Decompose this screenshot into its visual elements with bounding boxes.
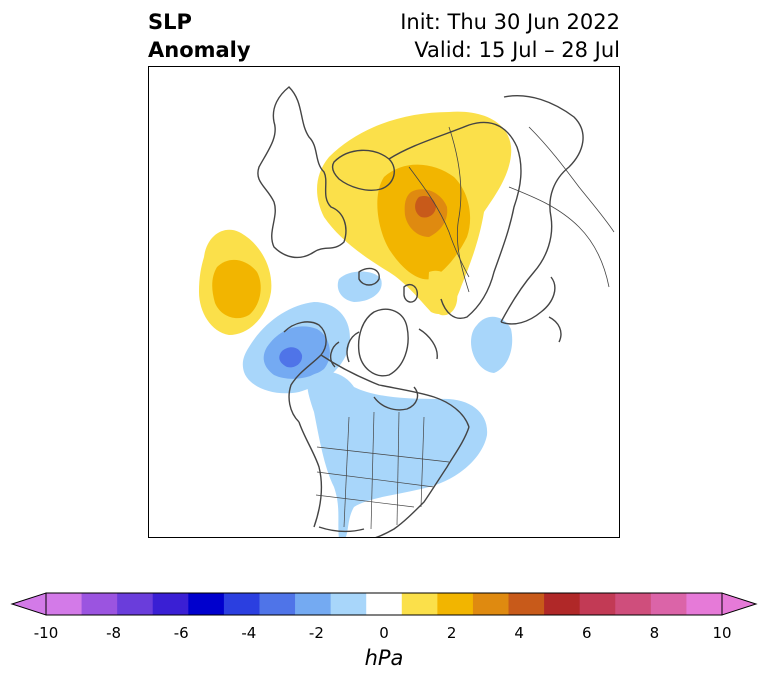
slp-anomaly-map xyxy=(199,86,615,537)
boundary-asia-3 xyxy=(508,186,610,288)
colorbar-bin xyxy=(472,593,510,615)
coast-novaya xyxy=(403,283,419,303)
colorbar-bin xyxy=(579,593,616,615)
colorbar-bin xyxy=(188,593,225,615)
namerica-negative-1 xyxy=(307,371,488,537)
coastline-layer xyxy=(257,86,615,537)
colorbar-unit-label: hPa xyxy=(364,646,404,670)
colorbar-tick-label: -4 xyxy=(241,624,257,642)
colorbar-tick-label: -8 xyxy=(106,624,122,642)
boundary-asia-2 xyxy=(408,166,470,278)
colorbar-over-extend xyxy=(721,592,758,616)
colorbar-bin xyxy=(686,593,723,615)
coast-hudson-bay xyxy=(373,386,419,411)
colorbar-bin xyxy=(650,593,687,615)
arctic-negative-1 xyxy=(337,271,382,302)
coast-na-west xyxy=(298,421,323,528)
colorbar-under-extend xyxy=(10,592,47,616)
boundary-na-grid xyxy=(315,411,450,530)
colorbar-bin xyxy=(46,593,83,615)
colorbar-bin xyxy=(437,593,474,615)
colorbar-bin xyxy=(295,593,332,615)
colorbar-bin xyxy=(259,593,296,615)
init-date: Init: Thu 30 Jun 2022 xyxy=(400,10,620,34)
alaska-negative-3 xyxy=(279,347,303,368)
colorbar-tick-label: 6 xyxy=(582,624,592,642)
siberia-positive-4 xyxy=(415,196,436,218)
coast-siberia-east xyxy=(500,95,584,323)
colorbar-bin xyxy=(330,593,367,615)
colorbar-border xyxy=(45,592,723,616)
colorbar-bin xyxy=(366,593,403,615)
colorbar-bin xyxy=(401,593,438,615)
colorbar-bin xyxy=(615,593,652,615)
title-line2: Anomaly xyxy=(148,38,251,62)
colorbar-tick-label: 4 xyxy=(514,624,524,642)
coast-scandinavia xyxy=(331,149,395,191)
colorbar-tick-label: 2 xyxy=(446,624,457,642)
title-line1: SLP xyxy=(148,10,192,34)
colorbar-bin xyxy=(508,593,545,615)
colorbar-tick-label: 8 xyxy=(649,624,660,642)
coast-na-north xyxy=(320,354,470,428)
anomaly-fill-layer xyxy=(199,111,513,537)
colorbar-bin xyxy=(152,593,189,615)
coast-europe xyxy=(257,86,347,259)
coast-east-asia xyxy=(500,276,562,343)
siberia-positive-5 xyxy=(428,270,458,316)
coast-archipelago xyxy=(329,328,438,368)
colorbar-bin xyxy=(223,593,260,615)
date-info: Init: Thu 30 Jun 2022 Valid: 15 Jul – 28… xyxy=(400,8,620,64)
colorbar-tick-label: -10 xyxy=(33,624,59,642)
colorbar-bin xyxy=(81,593,118,615)
boundary-asia-4 xyxy=(528,126,615,233)
coast-svalbard xyxy=(358,267,380,286)
pacific-positive-2 xyxy=(212,259,261,319)
coast-gulf xyxy=(318,526,365,533)
map-panel xyxy=(148,66,620,538)
valid-range: Valid: 15 Jul – 28 Jul xyxy=(414,38,620,62)
coast-russia xyxy=(388,121,522,319)
colorbar-bin xyxy=(117,593,154,615)
colorbar-tick-label: -6 xyxy=(173,624,189,642)
boundary-asia-1 xyxy=(448,126,470,293)
coast-na-east xyxy=(375,426,470,537)
colorbar-bin xyxy=(544,593,581,615)
coast-greenland xyxy=(357,308,409,377)
colorbar xyxy=(10,592,758,616)
map-title: SLP Anomaly xyxy=(148,8,251,64)
colorbar-tick-label: 0 xyxy=(379,624,389,642)
colorbar-tick-label: -2 xyxy=(308,624,324,642)
atlantic-negative-1 xyxy=(471,316,513,373)
colorbar-tick-label: 10 xyxy=(712,624,732,642)
